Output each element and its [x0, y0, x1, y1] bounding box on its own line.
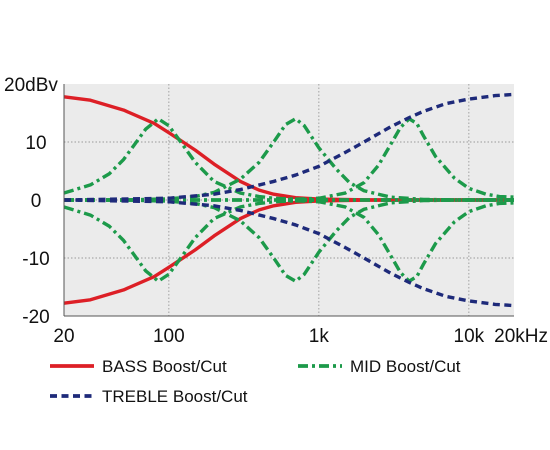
- legend: BASS Boost/Cut MID Boost/Cut TREBLE Boost/…: [50, 357, 461, 406]
- series-line-mid-0: [63, 117, 514, 202]
- y-tick-label: 10: [25, 133, 46, 154]
- legend-label: MID Boost/Cut: [350, 357, 461, 376]
- y-tick-label: 20dBv: [4, 75, 58, 96]
- series-line-mid-1: [63, 198, 514, 283]
- y-tick-labels: 20dBv 10 0 -10 -20: [4, 75, 58, 328]
- x-tick-labels: 20 100 1k 10k 20kHz: [53, 326, 548, 347]
- y-tick-label: -10: [22, 249, 49, 270]
- series-line-treble-0: [63, 92, 515, 202]
- legend-label: TREBLE Boost/Cut: [102, 387, 248, 406]
- legend-label: BASS Boost/Cut: [102, 357, 227, 376]
- x-tick-label: 10k: [454, 326, 485, 347]
- y-tick-label: 0: [31, 191, 42, 212]
- y-tick-label: -20: [22, 307, 49, 328]
- series-line-treble-1: [63, 198, 515, 308]
- x-tick-label: 100: [153, 326, 185, 347]
- x-tick-label: 20kHz: [494, 326, 548, 347]
- x-tick-label: 20: [53, 326, 74, 347]
- x-tick-label: 1k: [309, 326, 330, 347]
- series-layer: [63, 92, 515, 308]
